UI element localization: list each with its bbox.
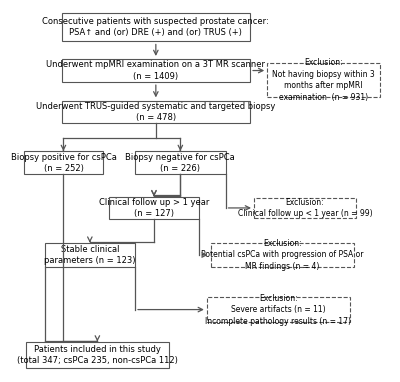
Text: Exclusion:
Clinical follow up < 1 year (n = 99): Exclusion: Clinical follow up < 1 year (… xyxy=(238,198,372,218)
FancyBboxPatch shape xyxy=(207,297,350,322)
Text: Exclusion:
Not having biopsy within 3
months after mpMRI
examination  (n = 931): Exclusion: Not having biopsy within 3 mo… xyxy=(272,58,375,102)
Text: Patients included in this study
(total 347; csPCa 235, non-csPCa 112): Patients included in this study (total 3… xyxy=(17,345,178,365)
Text: Stable clinical
parameters (n = 123): Stable clinical parameters (n = 123) xyxy=(44,245,136,265)
FancyBboxPatch shape xyxy=(135,152,226,174)
FancyBboxPatch shape xyxy=(62,59,250,82)
FancyBboxPatch shape xyxy=(109,197,199,219)
Text: Biopsy positive for csPCa
(n = 252): Biopsy positive for csPCa (n = 252) xyxy=(10,152,116,173)
Text: Underwent TRUS-guided systematic and targeted biopsy
(n = 478): Underwent TRUS-guided systematic and tar… xyxy=(36,102,276,122)
Text: Exclusion:
Severe artifacts (n = 11)
Incomplete pathology results (n = 17): Exclusion: Severe artifacts (n = 11) Inc… xyxy=(206,294,352,325)
Text: Biopsy negative for csPCa
(n = 226): Biopsy negative for csPCa (n = 226) xyxy=(126,152,235,173)
Text: Exclusion:
Potential csPCa with progression of PSA or
MR findings (n = 4): Exclusion: Potential csPCa with progress… xyxy=(201,239,364,271)
FancyBboxPatch shape xyxy=(24,152,103,174)
FancyBboxPatch shape xyxy=(62,13,250,41)
Text: Consecutive patients with suspected prostate cancer:
PSA↑ and (or) DRE (+) and (: Consecutive patients with suspected pros… xyxy=(42,17,269,37)
Text: Underwent mpMRI examination on a 3T MR scanner
(n = 1409): Underwent mpMRI examination on a 3T MR s… xyxy=(46,60,265,81)
FancyBboxPatch shape xyxy=(62,100,250,123)
FancyBboxPatch shape xyxy=(44,243,135,267)
FancyBboxPatch shape xyxy=(26,342,169,368)
FancyBboxPatch shape xyxy=(254,197,356,218)
Text: Clinical follow up > 1 year
(n = 127): Clinical follow up > 1 year (n = 127) xyxy=(99,198,209,218)
FancyBboxPatch shape xyxy=(210,243,354,267)
FancyBboxPatch shape xyxy=(267,63,380,97)
